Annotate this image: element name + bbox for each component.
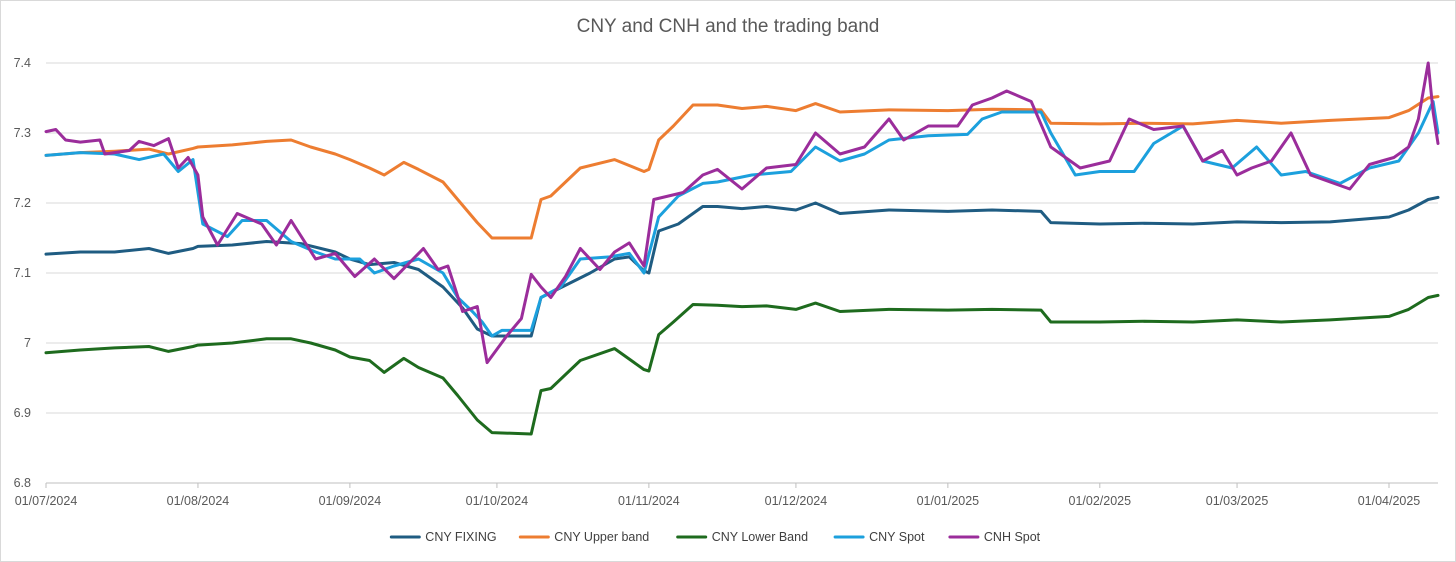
legend: CNY FIXING CNY Upper band CNY Lower Band CN… xyxy=(389,530,1041,544)
legend-label: CNY Lower Band xyxy=(712,530,808,544)
x-tick-label: 01/04/2025 xyxy=(1358,494,1421,508)
legend-label: CNY Upper band xyxy=(554,530,649,544)
legend-item-cny-fixing: CNY FIXING xyxy=(389,530,497,544)
legend-label: CNH Spot xyxy=(984,530,1041,544)
legend-item-cny-spot: CNY Spot xyxy=(833,530,925,544)
legend-item-cny-lower-band: CNY Lower Band xyxy=(676,530,808,544)
y-tick-label: 6.9 xyxy=(14,406,31,420)
x-tick-label: 01/07/2024 xyxy=(15,494,78,508)
series-line-cny-lower-band xyxy=(44,293,1440,436)
x-tick-label: 01/10/2024 xyxy=(466,494,529,508)
x-tick-label: 01/01/2025 xyxy=(917,494,980,508)
x-tick-label: 01/11/2024 xyxy=(618,494,680,508)
x-tick-label: 01/03/2025 xyxy=(1206,494,1269,508)
legend-item-cnh-spot: CNH Spot xyxy=(948,530,1041,544)
y-tick-label: 7.1 xyxy=(14,266,31,280)
y-tick-label: 7.3 xyxy=(14,126,31,140)
y-tick-label: 7.2 xyxy=(14,196,31,210)
y-tick-label: 7.4 xyxy=(14,56,31,70)
x-tick-label: 01/09/2024 xyxy=(319,494,382,508)
axes: 6.8 6.9 7 7.1 7.2 7.3 7.4 01/07/2024 01/08/2024 0… xyxy=(14,56,1438,508)
legend-item-cny-upper-band: CNY Upper band xyxy=(518,530,649,544)
series-line-cnh-spot xyxy=(44,61,1440,365)
y-tick-label: 7 xyxy=(24,336,31,350)
series-line-cny-spot xyxy=(44,100,1440,338)
chart-title: CNY and CNH and the trading band xyxy=(576,16,880,37)
legend-label: CNY Spot xyxy=(869,530,925,544)
y-tick-label: 6.8 xyxy=(14,476,31,490)
x-tick-label: 01/08/2024 xyxy=(167,494,230,508)
series-line-cny-upper-band xyxy=(44,95,1440,240)
legend-label: CNY FIXING xyxy=(425,530,496,544)
x-tick-label: 01/12/2024 xyxy=(765,494,828,508)
series-lines xyxy=(44,61,1440,436)
gridlines xyxy=(46,62,1438,414)
series-line-cny-fixing xyxy=(44,195,1440,338)
x-tick-label: 01/02/2025 xyxy=(1069,494,1132,508)
